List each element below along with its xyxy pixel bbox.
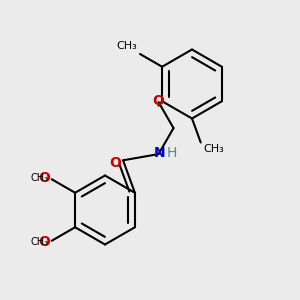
Text: CH₃: CH₃ [204, 144, 224, 154]
Text: O: O [153, 94, 164, 108]
Text: CH₃: CH₃ [30, 173, 48, 183]
Text: O: O [38, 235, 50, 249]
Text: CH₃: CH₃ [30, 237, 48, 247]
Text: O: O [38, 171, 50, 185]
Text: O: O [109, 156, 121, 170]
Text: H: H [167, 146, 177, 161]
Text: CH₃: CH₃ [116, 41, 137, 51]
Text: N: N [154, 146, 166, 160]
